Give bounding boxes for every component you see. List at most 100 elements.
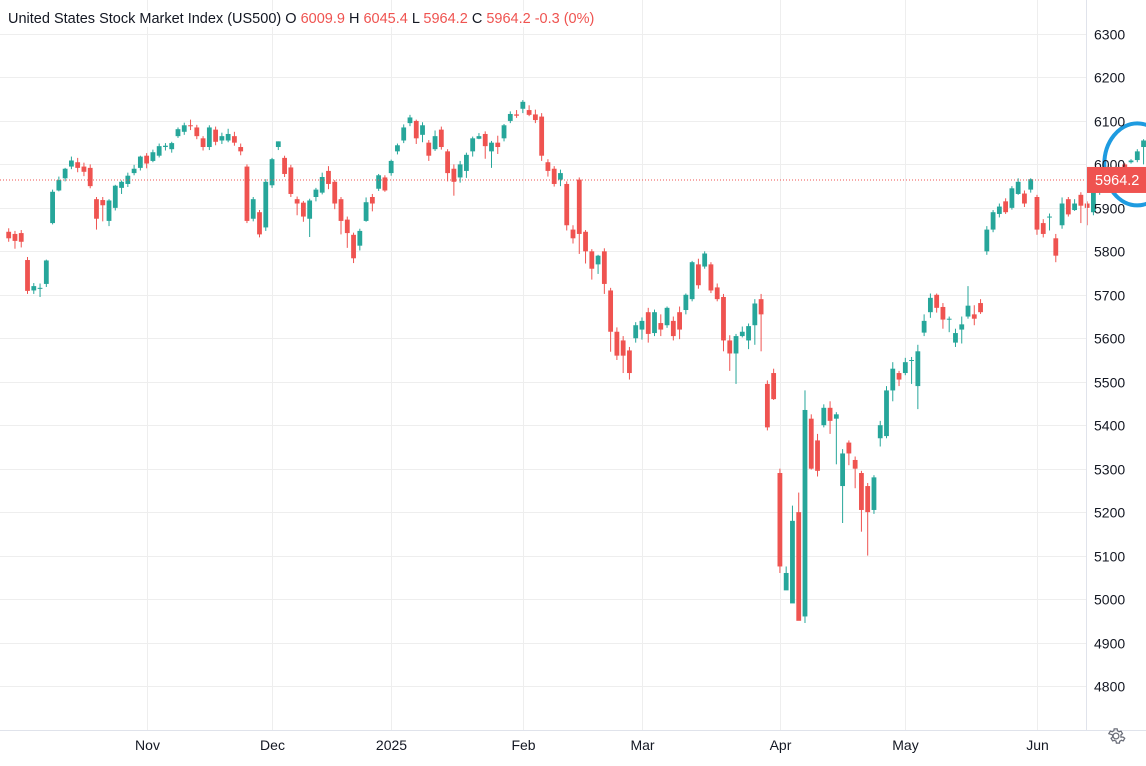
- candle-body: [815, 440, 820, 471]
- candle: [131, 164, 137, 176]
- candle-body: [43, 260, 49, 284]
- candle-body: [576, 179, 582, 234]
- candle: [652, 309, 657, 337]
- candle-body: [457, 164, 463, 178]
- candle-body: [163, 145, 168, 148]
- candle: [721, 293, 726, 352]
- candle-body: [978, 303, 983, 313]
- candle-body: [934, 294, 940, 308]
- candle: [163, 143, 168, 151]
- candle: [902, 357, 908, 376]
- x-tick-label: Dec: [260, 737, 285, 753]
- candle-body: [125, 175, 131, 184]
- candle-body: [902, 362, 908, 374]
- candle-body: [545, 162, 551, 171]
- candle-body: [583, 231, 588, 252]
- candle-body: [790, 520, 795, 604]
- x-tick-label: Apr: [770, 737, 792, 753]
- candle: [150, 149, 156, 163]
- candle-body: [783, 572, 789, 591]
- candle-body: [495, 142, 501, 148]
- candle: [614, 327, 620, 360]
- candle: [564, 181, 570, 231]
- candle-body: [332, 181, 338, 204]
- candle: [382, 175, 388, 192]
- candle: [639, 317, 645, 340]
- candle-body: [62, 168, 68, 179]
- candle: [476, 133, 482, 140]
- candle-body: [137, 156, 143, 168]
- candle-body: [175, 129, 181, 137]
- candle: [808, 414, 814, 470]
- candle-body: [514, 114, 519, 116]
- candle: [238, 143, 244, 156]
- candle-body: [796, 512, 802, 621]
- candle: [771, 368, 777, 400]
- candle-body: [200, 138, 206, 148]
- candle-body: [344, 219, 350, 234]
- candle-body: [639, 320, 645, 330]
- candle-body: [871, 477, 877, 510]
- candle-body: [156, 146, 162, 156]
- candle: [815, 433, 820, 477]
- candle: [464, 152, 469, 178]
- candle: [802, 390, 808, 623]
- candle-body: [12, 233, 18, 241]
- candle: [664, 306, 670, 328]
- candle-body: [188, 125, 193, 127]
- candle-body: [1065, 199, 1071, 215]
- candle-body: [721, 296, 726, 341]
- candle-body: [476, 136, 482, 139]
- candle: [627, 346, 632, 380]
- candle-body: [752, 303, 758, 326]
- time-axis[interactable]: Nov Dec 2025 Feb Mar Apr May Jun: [135, 737, 1049, 753]
- candle-body: [250, 199, 256, 219]
- candle-body: [470, 138, 476, 152]
- candle-body: [31, 286, 37, 291]
- candle-body: [670, 320, 676, 337]
- candle-body: [1128, 160, 1134, 163]
- candle-body: [840, 453, 846, 487]
- candle-body: [570, 229, 576, 239]
- candle: [181, 122, 187, 135]
- candle: [658, 314, 664, 337]
- gear-icon[interactable]: [1106, 726, 1126, 746]
- candle-body: [1003, 201, 1009, 213]
- legend-title: United States Stock Market Index (US500): [8, 11, 282, 27]
- legend-low-value: 5964.2: [423, 11, 468, 27]
- candle: [351, 232, 356, 264]
- candle: [520, 100, 526, 114]
- candle: [125, 172, 131, 188]
- candle: [37, 283, 43, 297]
- y-tick-label: 5800: [1094, 244, 1125, 260]
- candle: [75, 157, 81, 173]
- candle-body: [884, 390, 889, 437]
- candle: [978, 299, 983, 314]
- candle: [294, 196, 300, 216]
- candle: [69, 156, 74, 170]
- candle-body: [194, 127, 200, 137]
- candle-body: [1009, 188, 1015, 208]
- candle: [996, 203, 1002, 218]
- candle-body: [852, 459, 858, 469]
- candle-body: [865, 486, 871, 513]
- candle-body: [589, 251, 595, 269]
- candle-body: [551, 168, 557, 184]
- candle-body: [601, 251, 607, 284]
- candle: [1053, 233, 1059, 263]
- candle-body: [56, 180, 62, 191]
- candle-body: [1047, 216, 1052, 218]
- candle: [909, 356, 914, 384]
- legend-close-value: 5964.2: [486, 11, 531, 27]
- candle: [984, 226, 990, 255]
- candle: [570, 225, 576, 244]
- candle-body: [112, 185, 118, 208]
- candle-body: [1091, 188, 1096, 213]
- candle-body: [953, 333, 958, 343]
- last-price-label: 5964.2: [1087, 166, 1146, 193]
- candle-body: [683, 294, 689, 311]
- candle-body: [696, 264, 701, 286]
- candle-body: [307, 200, 313, 219]
- price-axis[interactable]: 6300620061006000590058005700560055005400…: [1094, 27, 1125, 695]
